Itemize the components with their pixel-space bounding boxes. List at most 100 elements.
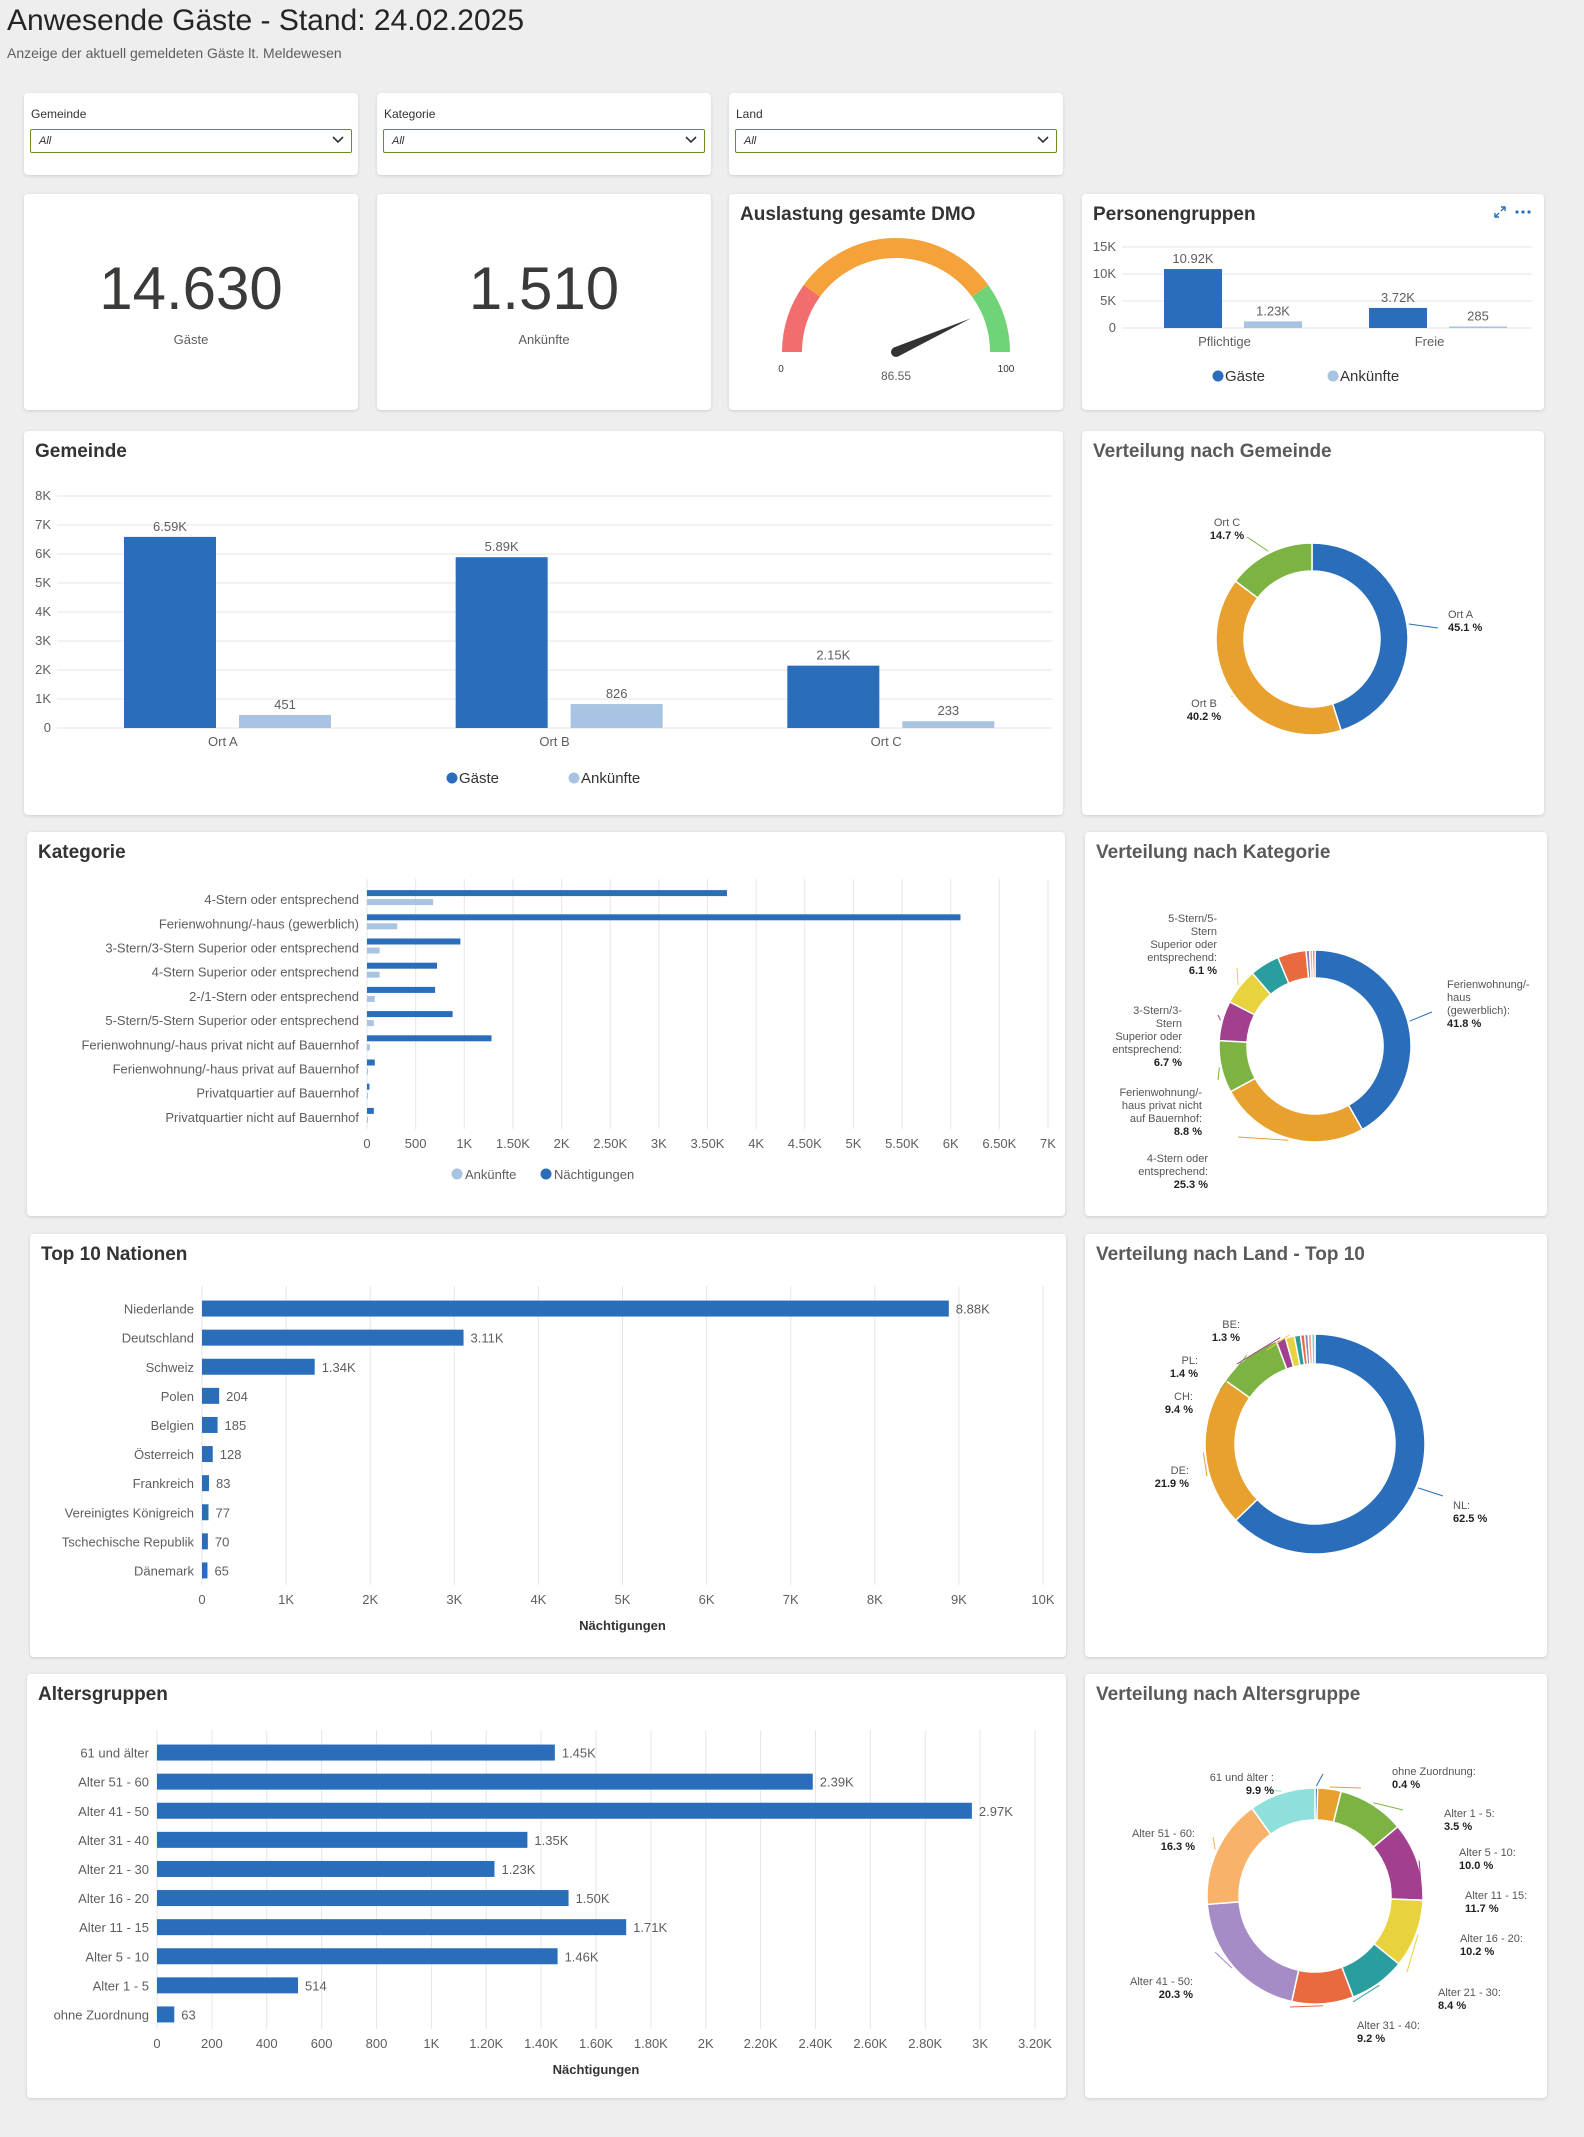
x-tick-label: 6K: [699, 1592, 715, 1607]
personengruppen-title: Personengruppen: [1093, 204, 1256, 225]
y-category-label: ohne Zuordnung: [54, 2007, 149, 2022]
x-tick-label: 4.50K: [788, 1136, 822, 1151]
kategorie-title: Kategorie: [38, 842, 126, 863]
y-tick-label: 7K: [35, 517, 51, 532]
land-dropdown[interactable]: All: [735, 129, 1057, 153]
data-label: 1.23K: [1256, 303, 1290, 318]
x-tick-label: 3K: [446, 1592, 462, 1607]
bar: [157, 1919, 627, 1936]
data-label: 1.45K: [562, 1746, 596, 1761]
personengruppen-card: Personengruppen 0 5K 10K 15K 10.92K 1.23K Pfli…: [1082, 194, 1544, 410]
slice-label: 61 und älter :: [1210, 1772, 1274, 1784]
filter-label: Gemeinde: [31, 107, 87, 121]
slice-label: BE:: [1222, 1319, 1240, 1331]
slice-label: Ort A: [1448, 609, 1474, 621]
slice-label: entsprechend:: [1138, 1166, 1208, 1178]
x-tick-label: 3K: [651, 1136, 667, 1151]
x-tick-label: 7K: [1040, 1136, 1056, 1151]
y-category-label: Alter 41 - 50: [78, 1804, 149, 1819]
slice-percent: 41.8 %: [1447, 1018, 1481, 1030]
x-tick-label: 7K: [783, 1592, 799, 1607]
x-tick-label: 1.20K: [469, 2036, 503, 2051]
y-category-label: Privatquartier auf Bauernhof: [196, 1086, 359, 1101]
y-category-label: Belgien: [151, 1418, 194, 1433]
x-tick-label: 1.60K: [579, 2036, 613, 2051]
y-category-label: Deutschland: [122, 1331, 194, 1346]
leader-line: [1236, 967, 1239, 986]
kategorie-donut-title: Verteilung nach Kategorie: [1096, 842, 1331, 863]
x-tick-label: 4K: [530, 1592, 546, 1607]
personengruppen-chart: 0 5K 10K 15K 10.92K 1.23K Pflichtige 3.72K 285 Fr…: [1093, 239, 1532, 385]
leader-line: [1217, 1067, 1220, 1081]
slice-percent: 62.5 %: [1453, 1513, 1487, 1525]
expand-icon[interactable]: [1492, 204, 1508, 220]
y-category-label: Niederlande: [124, 1302, 194, 1317]
x-tick-label: 1.40K: [524, 2036, 558, 2051]
slice-percent: 45.1 %: [1448, 622, 1482, 634]
y-category-label: Alter 51 - 60: [78, 1775, 149, 1790]
nationen-title: Top 10 Nationen: [41, 1244, 188, 1265]
bar: [367, 1107, 374, 1114]
y-tick-label: 15K: [1093, 239, 1116, 254]
x-tick-label: 1K: [278, 1592, 294, 1607]
data-label: 63: [181, 2007, 195, 2022]
gauge-needle: [893, 318, 971, 357]
data-label: 1.46K: [565, 1949, 599, 1964]
bar: [124, 536, 216, 728]
bar: [367, 1035, 492, 1042]
land-donut-chart: NL:62.5 % DE:21.9 % CH:9.4 % PL:1.4 % BE:1.3…: [1155, 1319, 1487, 1555]
filter-kategorie: Kategorie All: [377, 93, 711, 175]
slice-percent: 40.2 %: [1187, 711, 1221, 723]
data-label: 1.71K: [633, 1920, 667, 1935]
gauge-band: [971, 284, 1010, 353]
slice-label: Alter 51 - 60:: [1132, 1828, 1195, 1840]
land-donut-card: Verteilung nach Land - Top 10 NL: 62.5 % D…: [1085, 1234, 1547, 1657]
donut-slice: [1290, 1966, 1355, 2005]
nationen-card: Top 10 Nationen 0 1K 2K 3K 4K 5K 6K 7K 8K 9K 10K Ni…: [30, 1234, 1066, 1657]
leader-line: [1408, 623, 1439, 629]
leader-line: [1237, 1136, 1288, 1141]
slice-percent: 8.4 %: [1438, 2000, 1466, 2012]
y-category-label: Dänemark: [134, 1563, 194, 1578]
data-label: 10.92K: [1172, 251, 1214, 266]
bar: [367, 899, 434, 906]
page-title: Anwesende Gäste - Stand: 24.02.2025: [7, 4, 525, 37]
data-label: 3.11K: [471, 1331, 504, 1346]
bar: [455, 557, 548, 728]
kpi-label: Ankünfte: [518, 332, 570, 347]
x-tick-label: 3.50K: [691, 1136, 725, 1151]
y-category-label: 2-/1-Stern oder entsprechend: [189, 989, 359, 1004]
donut-slice: [1311, 949, 1316, 979]
x-tick-label: 5.50K: [885, 1136, 919, 1151]
alter-donut-title: Verteilung nach Altersgruppe: [1096, 1684, 1361, 1705]
kategorie-dropdown[interactable]: All: [383, 129, 705, 153]
donut-slice: [1206, 1807, 1272, 1906]
page-subtitle: Anzeige der aktuell gemeldeten Gäste lt.…: [7, 45, 342, 61]
x-tick-label: 3.20K: [1018, 2036, 1052, 2051]
y-category-label: Österreich: [134, 1447, 194, 1462]
slice-label: ohne Zuordnung:: [1392, 1766, 1476, 1778]
y-tick-label: 1K: [35, 691, 51, 706]
bar: [367, 1059, 375, 1066]
bar: [157, 1860, 495, 1877]
slice-label: Ort C: [1214, 517, 1240, 529]
x-tick-label: 0: [153, 2036, 160, 2051]
gemeinde-dropdown[interactable]: All: [30, 129, 352, 153]
more-options-icon[interactable]: [1514, 204, 1532, 220]
chevron-down-icon: [685, 136, 697, 144]
gemeinde-donut-card: Verteilung nach Gemeinde Ort A 45.1 % Ort …: [1082, 431, 1544, 815]
data-label: 65: [214, 1563, 228, 1578]
slice-label: Alter 21 - 30:: [1438, 1987, 1501, 1999]
slice-label: CH:: [1174, 1391, 1193, 1403]
x-tick-label: 9K: [951, 1592, 967, 1607]
bar: [1449, 326, 1507, 328]
bar: [367, 962, 438, 969]
y-tick-label: 0: [44, 720, 51, 735]
leader-line: [1236, 1337, 1281, 1365]
y-category-label: Alter 1 - 5: [93, 1978, 149, 1993]
bar: [367, 1044, 370, 1051]
x-tick-label: 8K: [867, 1592, 883, 1607]
slice-label: haus privat nicht: [1122, 1100, 1202, 1112]
slice-percent: 14.7 %: [1210, 530, 1244, 542]
slice-percent: 9.4 %: [1165, 1404, 1193, 1416]
